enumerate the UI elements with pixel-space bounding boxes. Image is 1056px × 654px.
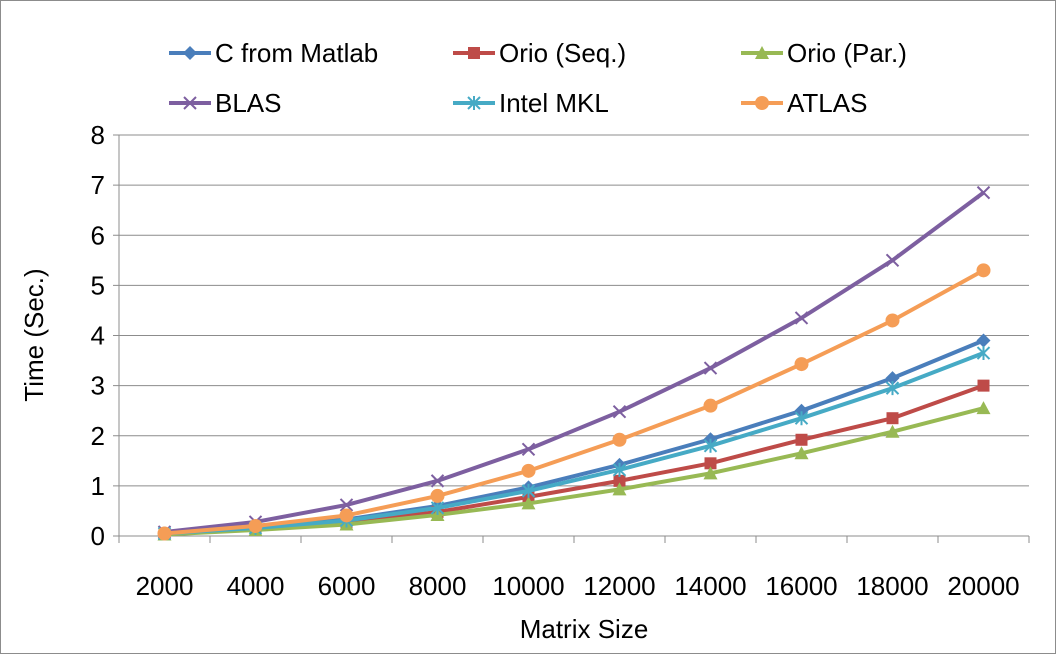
series-line [164,338,985,536]
x-tick-label: 2000 [136,571,194,601]
data-point [468,47,480,59]
y-tick-label: 0 [91,521,105,551]
y-axis-title: Time (Sec.) [19,268,49,401]
data-point [704,457,717,470]
data-point [703,438,718,453]
legend-label: ATLAS [787,88,867,118]
data-point [703,466,718,480]
legend: C from Matlab Orio (Seq.) Orio (Par.) BLAS I… [169,38,907,118]
legend-label: Orio (Seq.) [499,38,626,68]
y-tick-label: 5 [91,270,105,300]
data-point [794,411,809,426]
data-point [521,442,536,456]
series-line [164,351,985,536]
data-point [612,432,627,447]
x-tick-label: 10000 [492,571,564,601]
x-tick-label: 18000 [856,571,928,601]
data-point [430,500,445,515]
data-point [755,96,769,110]
data-point [976,401,991,415]
data-point [794,357,809,372]
y-tick-label: 3 [91,371,105,401]
x-tick-label: 12000 [583,571,655,601]
data-point [183,96,197,110]
data-point [976,346,991,361]
series-line [164,383,985,536]
data-point [976,263,991,278]
y-tick-label: 7 [91,170,105,200]
data-point [521,463,536,478]
data-point [339,508,354,523]
legend-item: Orio (Par.) [741,38,907,68]
legend-item: Intel MKL [453,88,609,118]
data-point [795,433,808,446]
series-intel-mkl [157,346,991,541]
data-point [612,404,627,419]
y-tick-label: 4 [91,321,105,351]
data-point [976,333,991,348]
data-point [183,46,197,60]
y-tick-label: 6 [91,220,105,250]
data-point [613,474,626,487]
data-point [339,498,354,512]
x-tick-label: 14000 [674,571,746,601]
legend-item: Orio (Seq.) [453,38,626,68]
data-point [467,96,481,110]
y-tick-label: 8 [91,120,105,150]
data-point [886,412,899,425]
data-point [521,483,536,498]
data-point [885,424,900,438]
data-point [157,526,172,541]
legend-item: C from Matlab [169,38,378,68]
gridlines [119,134,1029,487]
data-point [885,253,900,268]
series-line [164,406,985,537]
data-point [976,185,991,200]
x-axis-title: Matrix Size [520,614,649,644]
legend-label: Orio (Par.) [787,38,907,68]
data-point [248,518,263,533]
legend-label: C from Matlab [215,38,378,68]
series-line [164,268,985,536]
data-point [885,371,900,386]
data-point [521,496,536,510]
data-point [703,398,718,413]
x-tick-label: 8000 [409,571,467,601]
data-point [430,488,445,503]
series-line [164,191,985,534]
data-point [430,474,445,488]
data-point [794,311,809,325]
data-point [612,462,627,477]
series-group [157,185,991,541]
legend-item: ATLAS [741,88,867,118]
data-point [885,381,900,396]
series-blas [157,185,991,539]
x-tick-label: 4000 [227,571,285,601]
series-orio-par [157,401,991,541]
x-tick-label: 20000 [947,571,1019,601]
data-point [977,379,990,392]
data-point [885,313,900,328]
axes: 0 1 2 3 4 5 6 7 8 2000 4000 6000 8000 10000 12000 14000… [91,120,1030,601]
legend-item: BLAS [169,88,282,118]
data-point [612,482,627,496]
y-tick-label: 2 [91,421,105,451]
y-tick-label: 1 [91,471,105,501]
x-tick-label: 6000 [318,571,376,601]
series-atlas [157,263,991,541]
data-point [703,361,718,375]
x-tick-label: 16000 [765,571,837,601]
legend-label: Intel MKL [499,88,609,118]
data-point [755,46,769,59]
data-point [794,446,809,460]
legend-label: BLAS [215,88,282,118]
